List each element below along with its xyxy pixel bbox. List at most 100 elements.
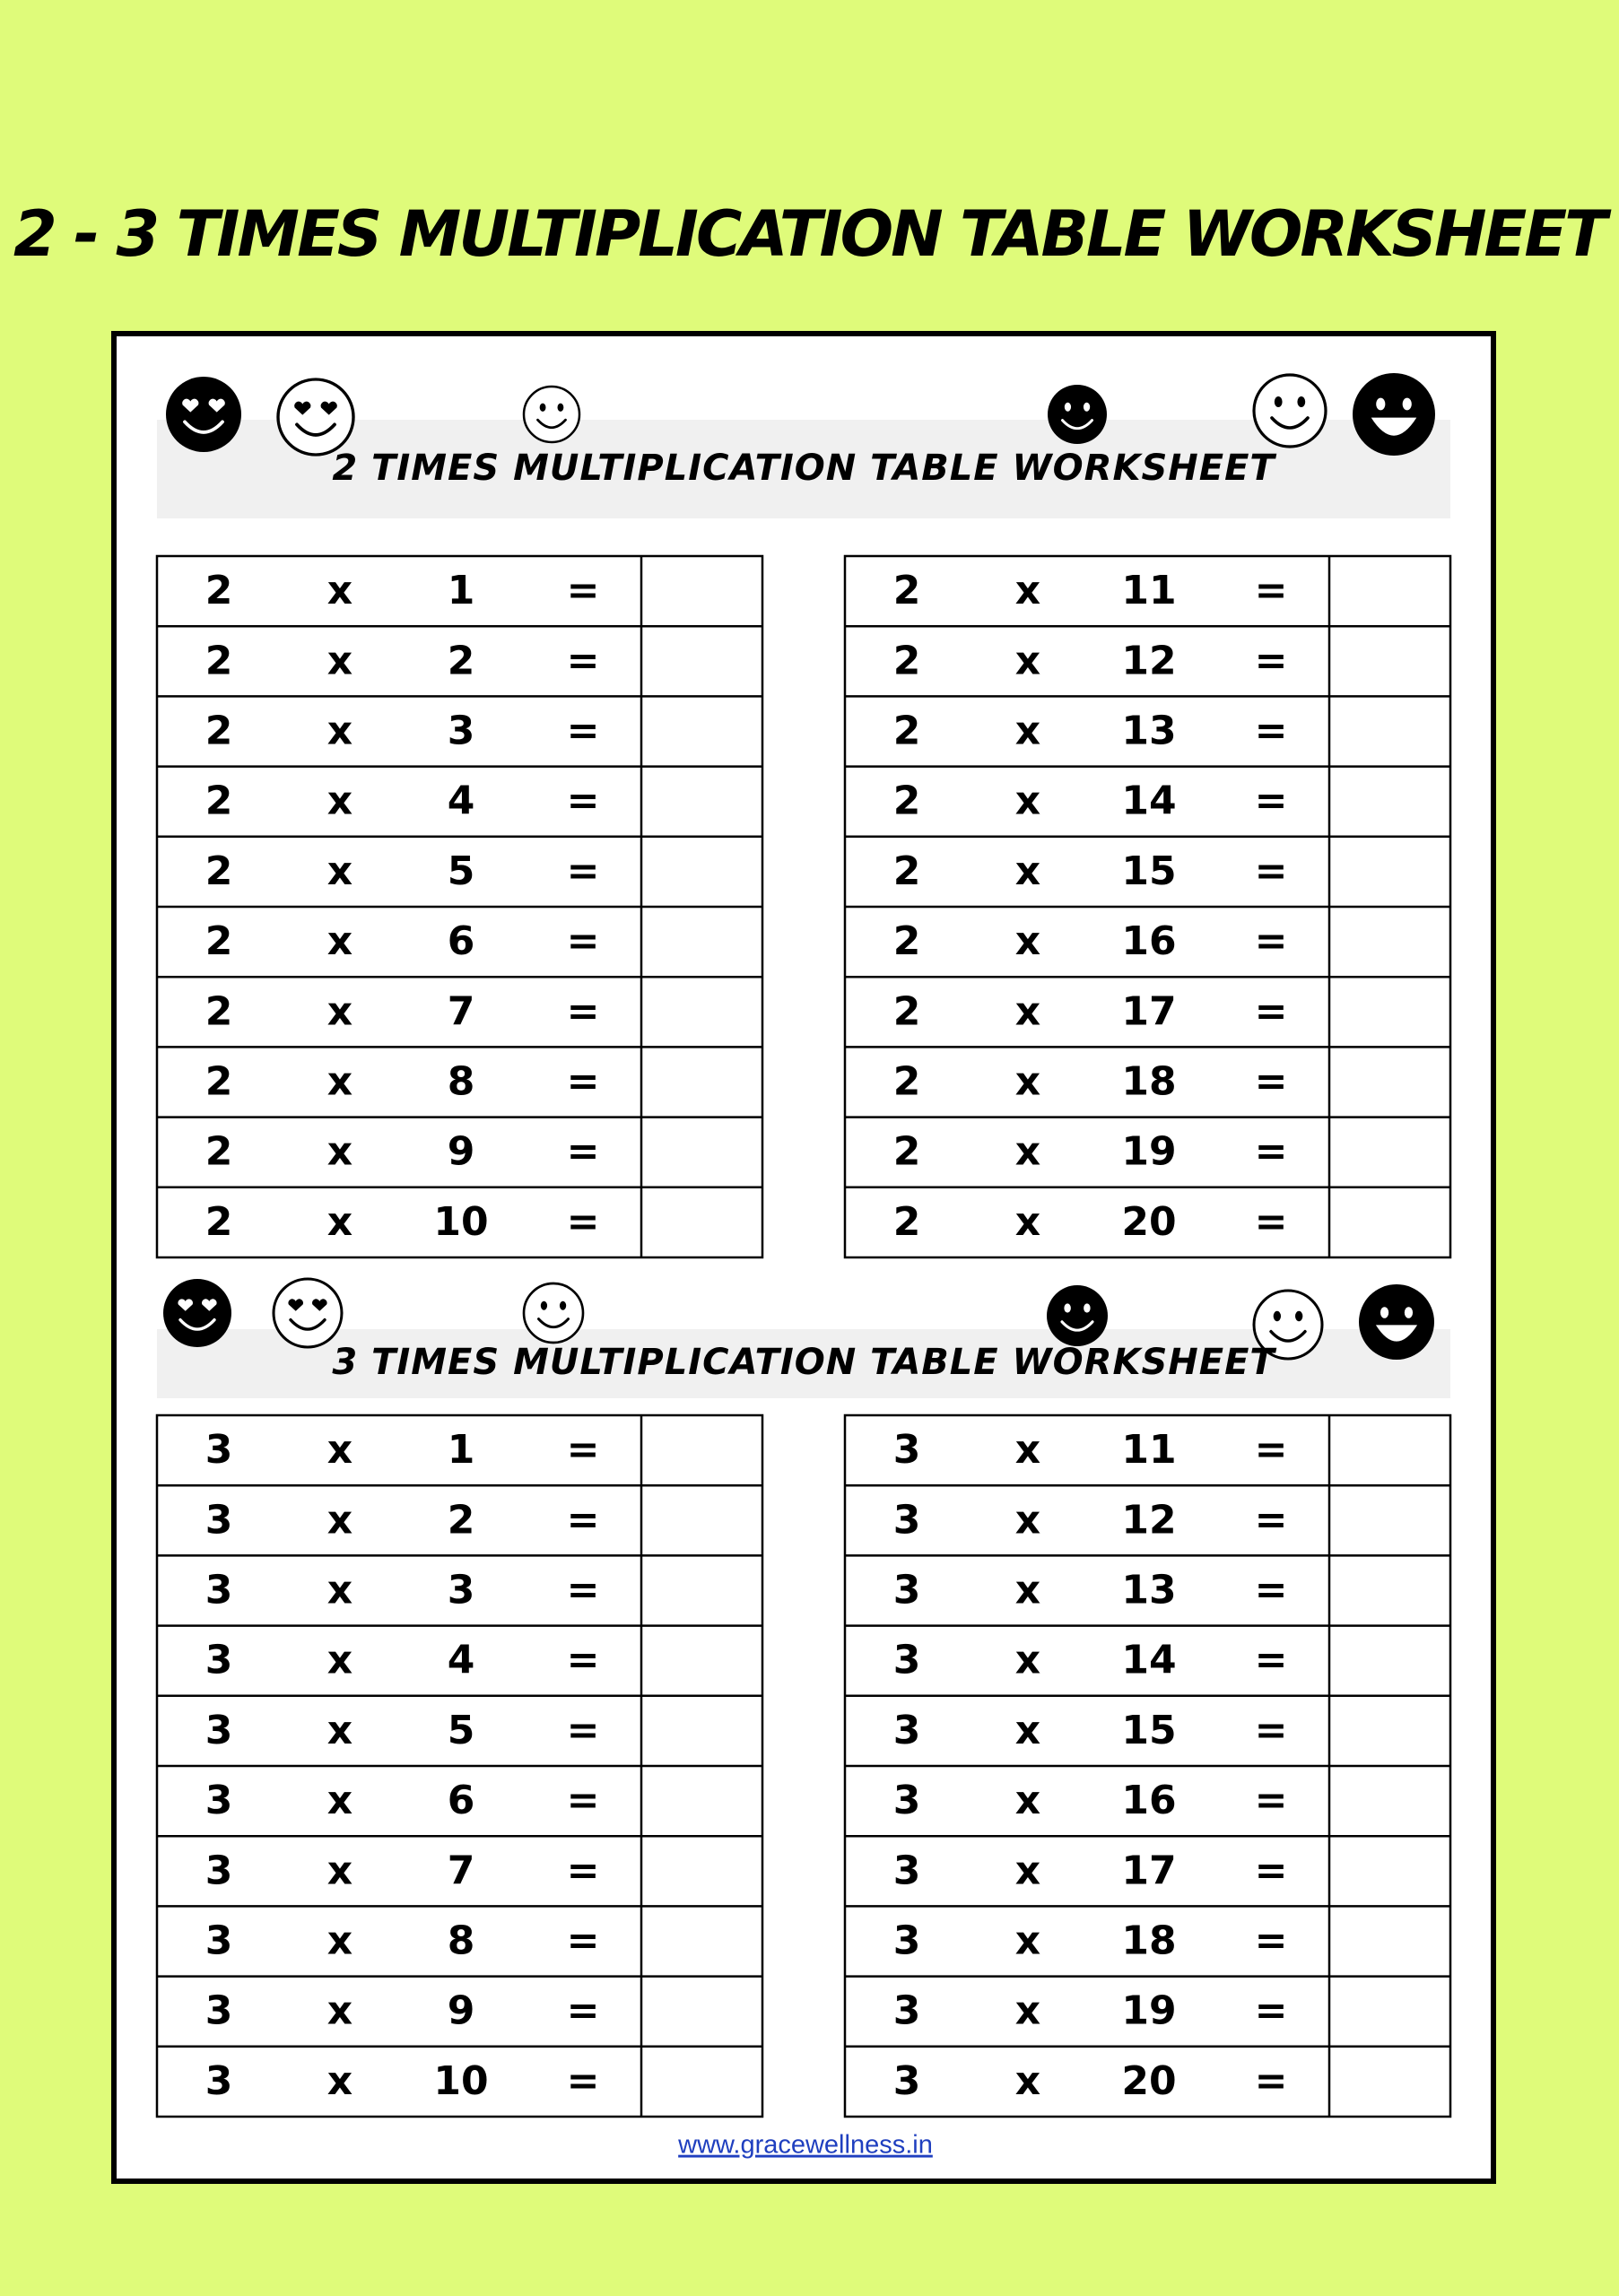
cell-text: x bbox=[1015, 1129, 1040, 1175]
answer-cell[interactable] bbox=[643, 978, 761, 1046]
cell-text: 2 bbox=[205, 568, 233, 613]
answer-cell[interactable] bbox=[1331, 558, 1449, 625]
answer-cell[interactable] bbox=[1331, 1838, 1449, 1905]
cell-text: x bbox=[1015, 709, 1040, 754]
answer-cell[interactable] bbox=[1331, 2048, 1449, 2115]
cell-text: = bbox=[567, 1199, 600, 1245]
answer-cell[interactable] bbox=[643, 1417, 761, 1484]
cell-text: 10 bbox=[433, 1199, 488, 1245]
cell-text: 3 bbox=[893, 1778, 921, 1823]
answer-cell[interactable] bbox=[643, 628, 761, 695]
cell-text: = bbox=[567, 778, 600, 824]
answer-cell[interactable] bbox=[643, 1188, 761, 1256]
cell-text: x bbox=[327, 1199, 353, 1245]
answer-cell[interactable] bbox=[643, 1768, 761, 1835]
emoji-mouth bbox=[537, 1318, 570, 1329]
answer-cell[interactable] bbox=[643, 1697, 761, 1764]
emoji-face bbox=[276, 378, 355, 457]
emoji-face bbox=[163, 1279, 231, 1347]
answer-cell[interactable] bbox=[643, 558, 761, 625]
cell-text: 2 bbox=[205, 1059, 233, 1105]
answer-cell[interactable] bbox=[643, 1627, 761, 1694]
table: 2 x 11 = 2 x 12 = 2 x 13 = 2 x 14 = 2 x 15 = 2 x 16 = 2 x 17 = 2 x 18 =… bbox=[843, 554, 1452, 1259]
cell-text: = bbox=[1255, 918, 1288, 964]
cell-text: x bbox=[327, 1708, 353, 1753]
answer-cell[interactable] bbox=[643, 2048, 761, 2115]
answer-cell[interactable] bbox=[1331, 1487, 1449, 1554]
answer-cell[interactable] bbox=[643, 838, 761, 905]
cell-text: x bbox=[327, 918, 353, 964]
cell-text: 8 bbox=[448, 1059, 475, 1105]
cell-text: 5 bbox=[448, 1708, 475, 1753]
table: 2 x 1 = 2 x 2 = 2 x 3 = 2 x 4 = 2 x 5 = 2 x 6 = 2 x 7 = 2 x 8 = 2 x 9 = 2 x 10… bbox=[155, 554, 764, 1259]
answer-cell[interactable] bbox=[643, 768, 761, 835]
emoji-eye bbox=[1064, 1303, 1071, 1313]
cell-text: 3 bbox=[893, 1848, 921, 1893]
answer-cell[interactable] bbox=[643, 698, 761, 765]
answer-cell[interactable] bbox=[1331, 628, 1449, 695]
answer-cell[interactable] bbox=[1331, 1908, 1449, 1975]
cell-text: = bbox=[1255, 848, 1288, 894]
cell-text: 15 bbox=[1121, 848, 1176, 894]
cell-text: 12 bbox=[1121, 1497, 1176, 1543]
answer-cell[interactable] bbox=[1331, 698, 1449, 765]
emoji-face bbox=[522, 385, 581, 444]
emoji-eye bbox=[320, 401, 337, 415]
cell-text: x bbox=[1015, 1918, 1040, 1964]
emoji-eye bbox=[1376, 397, 1386, 411]
cell-text: x bbox=[1015, 918, 1040, 964]
cell-text: = bbox=[1255, 638, 1288, 683]
cell-text: x bbox=[1015, 1778, 1040, 1823]
answer-cell[interactable] bbox=[643, 1557, 761, 1624]
emoji-mouth bbox=[1375, 1325, 1418, 1342]
answer-cell[interactable] bbox=[1331, 978, 1449, 1046]
cell-text: 2 bbox=[893, 778, 921, 824]
cell-text: x bbox=[1015, 1988, 1040, 2034]
answer-cell[interactable] bbox=[643, 1838, 761, 1905]
cell-text: = bbox=[1255, 709, 1288, 754]
cell-text: = bbox=[1255, 2058, 1288, 2104]
cell-text: = bbox=[1255, 1638, 1288, 1683]
answer-cell[interactable] bbox=[1331, 1557, 1449, 1624]
answer-cell[interactable] bbox=[643, 1978, 761, 2045]
emoji-eye bbox=[1084, 1303, 1091, 1313]
answer-cell[interactable] bbox=[1331, 1417, 1449, 1484]
answer-cell[interactable] bbox=[643, 1908, 761, 1975]
cell-text: 3 bbox=[205, 1497, 233, 1543]
emoji-eye bbox=[182, 398, 199, 413]
cell-text: 2 bbox=[205, 1129, 233, 1175]
emoji bbox=[1252, 1289, 1324, 1361]
footer-link[interactable]: www.gracewellness.in bbox=[677, 2131, 933, 2160]
emoji-eye bbox=[201, 1299, 217, 1311]
emoji-face bbox=[1252, 1289, 1324, 1361]
cell-text: = bbox=[1255, 1497, 1288, 1543]
emoji-face bbox=[272, 1277, 344, 1349]
answer-cell[interactable] bbox=[1331, 1627, 1449, 1694]
cell-text: x bbox=[1015, 568, 1040, 613]
answer-cell[interactable] bbox=[1331, 1048, 1449, 1116]
answer-cell[interactable] bbox=[643, 1048, 761, 1116]
answer-cell[interactable] bbox=[643, 1487, 761, 1554]
answer-cell[interactable] bbox=[1331, 1768, 1449, 1835]
cell-text: 10 bbox=[433, 2058, 488, 2104]
answer-cell[interactable] bbox=[1331, 909, 1449, 976]
emoji bbox=[1353, 373, 1435, 456]
answer-cell[interactable] bbox=[1331, 768, 1449, 835]
answer-cell[interactable] bbox=[1331, 1118, 1449, 1186]
cell-text: = bbox=[567, 2058, 600, 2104]
cell-text: x bbox=[1015, 1638, 1040, 1683]
cell-text: 3 bbox=[893, 1918, 921, 1964]
emoji-mouth bbox=[1371, 417, 1417, 436]
answer-cell[interactable] bbox=[643, 909, 761, 976]
cell-text: = bbox=[567, 1568, 600, 1613]
answer-cell[interactable] bbox=[643, 1118, 761, 1186]
cell-text: 16 bbox=[1121, 1778, 1176, 1823]
answer-cell[interactable] bbox=[1331, 1697, 1449, 1764]
answer-cell[interactable] bbox=[1331, 1978, 1449, 2045]
cell-text: = bbox=[1255, 1427, 1288, 1473]
title: 2 - 3 TIMES MULTIPLICATION TABLE WORKSHE… bbox=[13, 197, 1612, 271]
answer-cell[interactable] bbox=[1331, 838, 1449, 905]
cell-text: 2 bbox=[893, 918, 921, 964]
emoji-eye bbox=[294, 401, 311, 415]
answer-cell[interactable] bbox=[1331, 1188, 1449, 1256]
